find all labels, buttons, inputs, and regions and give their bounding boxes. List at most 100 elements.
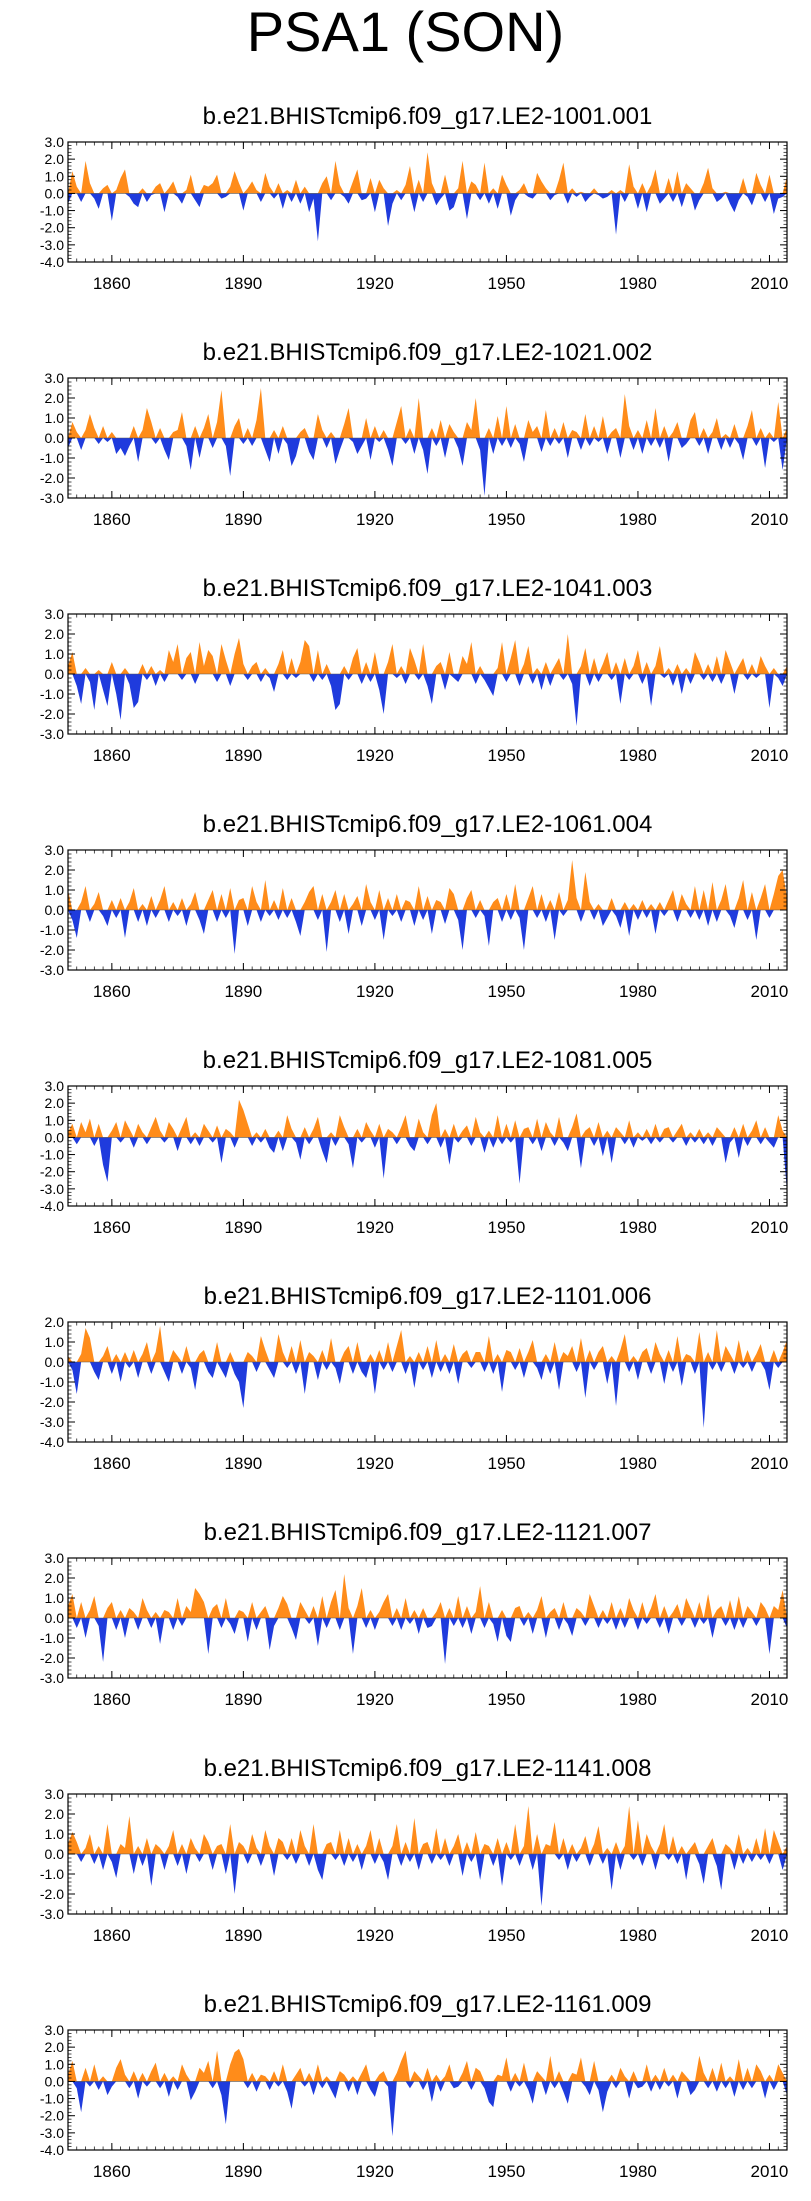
x-tick-label: 1920	[356, 274, 394, 293]
negative-area	[68, 1137, 787, 1193]
y-tick-label: -3.0	[40, 490, 64, 506]
panel-title: b.e21.BHISTcmip6.f09_g17.LE2-1021.002	[203, 339, 653, 366]
y-tick-label: -1.0	[40, 203, 64, 219]
y-tick-label: -1.0	[40, 1630, 64, 1646]
y-tick-label: -4.0	[40, 254, 64, 270]
panel-1: b.e21.BHISTcmip6.f09_g17.LE2-1001.001 3.0…	[40, 103, 789, 293]
plot-frame	[67, 1321, 788, 1443]
x-tick-label: 2010	[751, 746, 789, 765]
negative-area	[68, 1618, 787, 1664]
x-tick-label: 2010	[751, 510, 789, 529]
negative-area	[68, 1362, 787, 1428]
x-tick-label: 1890	[224, 510, 262, 529]
x-tick-label: 1920	[356, 1454, 394, 1473]
y-tick-label: 0.0	[45, 1610, 65, 1626]
x-tick-label: 1890	[224, 2162, 262, 2181]
panel-3: b.e21.BHISTcmip6.f09_g17.LE2-1041.003 3.0…	[40, 575, 789, 765]
y-tick-label: 2.0	[45, 1314, 65, 1330]
y-tick-label: -1.0	[40, 2091, 64, 2107]
y-tick-label: -4.0	[40, 2142, 64, 2158]
y-tick-label: -3.0	[40, 237, 64, 253]
x-tick-label: 1860	[93, 746, 131, 765]
y-tick-label: 0.0	[45, 902, 65, 918]
positive-area	[68, 2048, 787, 2082]
y-tick-label: -3.0	[40, 1906, 64, 1922]
y-tick-label: 3.0	[45, 1786, 65, 1802]
negative-area	[68, 193, 787, 242]
negative-area	[68, 2081, 787, 2137]
y-tick-label: 2.0	[45, 390, 65, 406]
y-tick-label: 1.0	[45, 168, 65, 184]
x-tick-label: 1950	[488, 1690, 526, 1709]
x-tick-label: 1860	[93, 1690, 131, 1709]
y-tick-label: -3.0	[40, 962, 64, 978]
x-tick-label: 1950	[488, 982, 526, 1001]
x-tick-label: 1950	[488, 1218, 526, 1237]
y-tick-label: -4.0	[40, 1198, 64, 1214]
x-tick-label: 1950	[488, 274, 526, 293]
x-tick-label: 1860	[93, 1926, 131, 1945]
y-tick-label: 0.0	[45, 1129, 65, 1145]
y-tick-label: -2.0	[40, 706, 64, 722]
y-tick-label: -3.0	[40, 1414, 64, 1430]
x-tick-label: 1890	[224, 1926, 262, 1945]
x-tick-label: 1980	[619, 510, 657, 529]
y-tick-label: -1.0	[40, 686, 64, 702]
y-tick-label: 0.0	[45, 1354, 65, 1370]
x-tick-label: 1860	[93, 274, 131, 293]
panel-title: b.e21.BHISTcmip6.f09_g17.LE2-1001.001	[203, 103, 653, 130]
x-tick-label: 1920	[356, 746, 394, 765]
panel-title: b.e21.BHISTcmip6.f09_g17.LE2-1041.003	[203, 575, 653, 602]
x-tick-label: 1890	[224, 982, 262, 1001]
x-tick-label: 1980	[619, 982, 657, 1001]
y-tick-label: 2.0	[45, 626, 65, 642]
x-tick-label: 1950	[488, 510, 526, 529]
positive-area	[68, 1099, 787, 1138]
x-tick-label: 2010	[751, 1690, 789, 1709]
x-tick-label: 1890	[224, 1454, 262, 1473]
x-tick-label: 1890	[224, 746, 262, 765]
x-tick-label: 2010	[751, 274, 789, 293]
y-tick-label: -1.0	[40, 922, 64, 938]
positive-area	[68, 1326, 787, 1362]
y-tick-label: -1.0	[40, 450, 64, 466]
y-tick-label: 3.0	[45, 1078, 65, 1094]
panel-9: b.e21.BHISTcmip6.f09_g17.LE2-1161.009 3.0…	[40, 1991, 789, 2181]
positive-area	[68, 152, 787, 194]
panel-7: b.e21.BHISTcmip6.f09_g17.LE2-1121.007 3.0…	[40, 1519, 789, 1709]
x-tick-label: 1950	[488, 2162, 526, 2181]
x-tick-label: 1980	[619, 2162, 657, 2181]
panel-6: b.e21.BHISTcmip6.f09_g17.LE2-1101.006 2.0…	[40, 1283, 789, 1473]
y-tick-label: 3.0	[45, 2022, 65, 2038]
x-tick-label: 1980	[619, 1218, 657, 1237]
panel-title: b.e21.BHISTcmip6.f09_g17.LE2-1121.007	[204, 1519, 652, 1546]
y-tick-label: -4.0	[40, 1434, 64, 1450]
y-tick-label: 0.0	[45, 430, 65, 446]
x-tick-label: 1920	[356, 1690, 394, 1709]
panel-2: b.e21.BHISTcmip6.f09_g17.LE2-1021.002 3.0…	[40, 339, 789, 529]
y-tick-label: 2.0	[45, 1570, 65, 1586]
x-tick-label: 1860	[93, 510, 131, 529]
panel-title: b.e21.BHISTcmip6.f09_g17.LE2-1141.008	[204, 1755, 652, 1782]
y-tick-label: -1.0	[40, 1866, 64, 1882]
y-tick-label: -2.0	[40, 1394, 64, 1410]
y-tick-label: 0.0	[45, 2073, 65, 2089]
plot-frame	[67, 1085, 788, 1207]
y-tick-label: -2.0	[40, 2108, 64, 2124]
page-title: PSA1 (SON)	[246, 0, 565, 63]
x-tick-label: 2010	[751, 1218, 789, 1237]
x-tick-label: 1860	[93, 2162, 131, 2181]
x-tick-label: 2010	[751, 1926, 789, 1945]
y-tick-label: 3.0	[45, 1550, 65, 1566]
y-tick-label: 2.0	[45, 151, 65, 167]
y-tick-label: -2.0	[40, 1164, 64, 1180]
y-tick-label: -3.0	[40, 1670, 64, 1686]
x-tick-label: 1980	[619, 1926, 657, 1945]
y-tick-label: -2.0	[40, 470, 64, 486]
panel-title: b.e21.BHISTcmip6.f09_g17.LE2-1161.009	[204, 1991, 652, 2018]
positive-area	[68, 1806, 787, 1854]
x-tick-label: 1950	[488, 746, 526, 765]
x-tick-label: 1920	[356, 1926, 394, 1945]
y-tick-label: 1.0	[45, 2056, 65, 2072]
